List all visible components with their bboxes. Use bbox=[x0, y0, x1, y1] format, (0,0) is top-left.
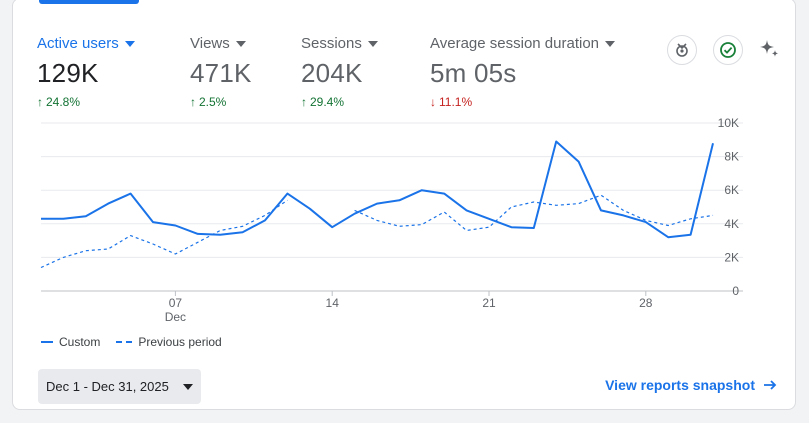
metric-value: 129K bbox=[37, 58, 99, 88]
series-line-custom bbox=[41, 140, 714, 239]
overview-card: Active users 129K ↑ 24.8% Views 471K ↑ 2.5… bbox=[12, 0, 796, 410]
metric-change: ↓ 11.1% bbox=[430, 95, 473, 109]
y-tick-label: 4K bbox=[724, 217, 739, 231]
metric-average-session-duration[interactable]: Average session duration 5m 05s ↓ 11.1% bbox=[430, 35, 615, 109]
legend-item-previous-period: Previous period bbox=[116, 335, 222, 349]
series-line-previous-period bbox=[40, 194, 714, 269]
caret-down-icon bbox=[182, 383, 193, 390]
arrow-up-icon: ↑ bbox=[37, 95, 43, 109]
x-tick-label: 07 bbox=[169, 296, 183, 310]
metric-value: 5m 05s bbox=[430, 58, 517, 88]
chart-legend: Custom Previous period bbox=[41, 335, 222, 349]
sparkle-icon[interactable] bbox=[755, 35, 783, 63]
x-tick-label: 21 bbox=[482, 296, 496, 310]
metric-label[interactable]: Sessions bbox=[301, 35, 378, 52]
view-reports-snapshot-link[interactable]: View reports snapshot bbox=[605, 377, 777, 393]
dashed-line-swatch bbox=[116, 341, 133, 343]
caret-down-icon bbox=[124, 40, 135, 47]
y-tick-label: 10K bbox=[718, 116, 739, 130]
y-tick-label: 2K bbox=[724, 250, 739, 264]
metric-value: 204K bbox=[301, 58, 363, 88]
arrow-up-icon: ↑ bbox=[301, 95, 307, 109]
y-tick-label: 6K bbox=[724, 183, 739, 197]
caret-down-icon bbox=[367, 40, 378, 47]
legend-item-custom: Custom bbox=[41, 335, 100, 349]
x-tick-label: 14 bbox=[326, 296, 340, 310]
arrow-up-icon: ↑ bbox=[190, 95, 196, 109]
metric-views[interactable]: Views 471K ↑ 2.5% bbox=[190, 35, 252, 109]
metric-change: ↑ 29.4% bbox=[301, 95, 345, 109]
metric-label[interactable]: Average session duration bbox=[430, 35, 615, 52]
active-tab-indicator bbox=[39, 0, 139, 4]
metric-change: ↑ 24.8% bbox=[37, 95, 81, 109]
x-tick-label: 28 bbox=[639, 296, 653, 310]
arrow-down-icon: ↓ bbox=[430, 95, 436, 109]
caret-down-icon bbox=[235, 40, 246, 47]
metric-change: ↑ 2.5% bbox=[190, 95, 227, 109]
metric-sessions[interactable]: Sessions 204K ↑ 29.4% bbox=[301, 35, 378, 109]
y-tick-label: 8K bbox=[724, 150, 739, 164]
date-range-selector[interactable]: Dec 1 - Dec 31, 2025 bbox=[38, 369, 201, 404]
metric-value: 471K bbox=[190, 58, 252, 88]
metric-label[interactable]: Views bbox=[190, 35, 252, 52]
badge-icon[interactable] bbox=[667, 35, 697, 65]
x-tick-sublabel: Dec bbox=[165, 310, 186, 324]
arrow-right-icon bbox=[764, 380, 777, 390]
y-tick-label: 0 bbox=[732, 284, 739, 298]
metric-label[interactable]: Active users bbox=[37, 35, 135, 52]
caret-down-icon bbox=[605, 40, 615, 47]
check-circle-icon[interactable] bbox=[713, 35, 743, 65]
solid-line-swatch bbox=[41, 341, 53, 343]
metric-active-users[interactable]: Active users 129K ↑ 24.8% bbox=[37, 35, 135, 109]
